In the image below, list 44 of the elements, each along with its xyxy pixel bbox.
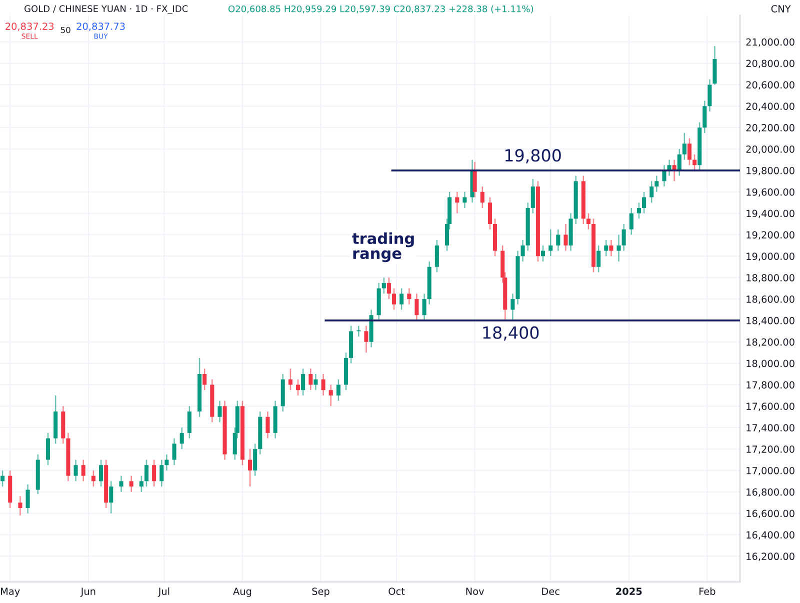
y-tick-label: 20,000.00 <box>746 145 794 154</box>
y-tick-label: 16,600.00 <box>746 510 794 518</box>
y-tick-label: 17,200.00 <box>746 446 794 454</box>
x-tick-label: Oct <box>388 588 405 595</box>
x-tick-label: Feb <box>700 587 716 595</box>
annotation: trading range <box>352 232 414 262</box>
x-tick-label: Aug <box>233 588 252 597</box>
x-tick-label: Dec <box>542 588 560 595</box>
y-tick-label: 16,200.00 <box>746 552 794 562</box>
y-tick-label: 18,800.00 <box>746 274 794 282</box>
y-tick-label: 18,400.00 <box>746 316 794 326</box>
text: CNY <box>771 5 791 12</box>
annotation: 20,837.23 <box>6 22 54 31</box>
y-tick-label: 20,400.00 <box>746 102 794 111</box>
text: O20,608.85 H20,959.29 L20,597.39 C20,837.23 +228.38 (+1.11%) <box>228 5 534 14</box>
y-tick-label: 18,600.00 <box>746 296 794 304</box>
y-tick-label: 17,000.00 <box>746 466 794 476</box>
y-tick-label: 16,800.00 <box>746 488 794 497</box>
y-tick-label: 18,200.00 <box>746 338 794 347</box>
annotation: 20,837.73 <box>76 22 125 31</box>
y-tick-label: 17,400.00 <box>746 424 794 432</box>
y-tick-label: 20,800.00 <box>746 60 794 68</box>
y-tick-label: 17,600.00 <box>746 402 794 411</box>
y-tick-label: 21,000.00 <box>746 38 794 47</box>
y-tick-label: 18,000.00 <box>746 360 794 368</box>
x-tick-label: Nov <box>466 588 484 595</box>
y-tick-label: 17,800.00 <box>746 381 794 390</box>
y-tick-label: 20,200.00 <box>746 124 794 132</box>
y-tick-label: 19,600.00 <box>746 188 794 197</box>
x-tick-label: Jun <box>80 588 96 597</box>
y-tick-label: 19,800.00 <box>746 166 794 176</box>
y-tick-label: 19,400.00 <box>746 210 794 218</box>
x-tick-label: Jul <box>158 587 170 597</box>
x-tick-label: Sep <box>312 588 330 597</box>
ref-line-label: 18,400 <box>483 326 539 341</box>
y-tick-label: 19,000.00 <box>746 252 794 261</box>
y-tick-label: 19,200.00 <box>746 231 794 240</box>
x-tick-label: May <box>1 588 20 597</box>
ref-line-label: 19,800 <box>505 149 561 164</box>
x-tick-label: 2025 <box>616 588 642 595</box>
chart-title: GOLD / CHINESE YUAN · 1D · FX_IDC <box>24 5 188 14</box>
annotation: 50 <box>60 26 70 34</box>
y-tick-label: 20,600.00 <box>746 81 794 90</box>
y-tick-label: 16,400.00 <box>746 531 794 540</box>
